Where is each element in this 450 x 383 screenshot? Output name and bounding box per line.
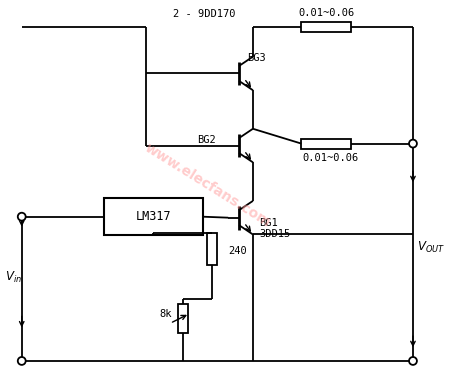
Text: $V_{OUT}$: $V_{OUT}$ [417, 240, 445, 255]
Text: BG2: BG2 [198, 135, 216, 145]
Text: 2 - 9DD170: 2 - 9DD170 [173, 9, 235, 19]
Text: www.elecfans.com: www.elecfans.com [142, 141, 273, 230]
Bar [104, 198, 202, 236]
Text: BG3: BG3 [247, 52, 266, 63]
Circle shape [409, 140, 417, 147]
Circle shape [18, 213, 26, 221]
Circle shape [409, 357, 417, 365]
Text: 240: 240 [228, 246, 247, 256]
Bar [178, 304, 188, 333]
Text: BG1: BG1 [259, 218, 278, 228]
Text: 0.01~0.06: 0.01~0.06 [303, 154, 359, 164]
Bar [302, 22, 351, 32]
Circle shape [18, 357, 26, 365]
Bar [207, 234, 217, 265]
Text: 0.01~0.06: 0.01~0.06 [298, 8, 354, 18]
Text: 3DD15: 3DD15 [259, 229, 290, 239]
Text: 8k: 8k [159, 309, 171, 319]
Text: LM317: LM317 [135, 210, 171, 223]
Text: $V_{in}$: $V_{in}$ [5, 269, 22, 285]
Bar [302, 139, 351, 149]
